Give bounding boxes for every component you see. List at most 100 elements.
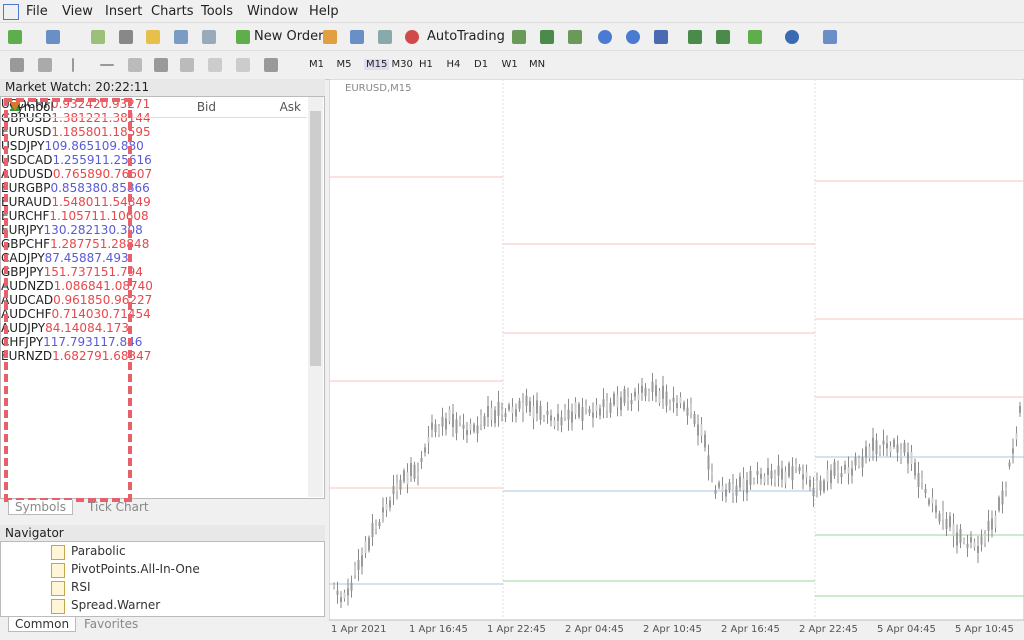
- icon[interactable]: [72, 58, 74, 72]
- timeframe-button[interactable]: W1: [501, 59, 518, 70]
- icon[interactable]: [785, 30, 799, 44]
- timeframe-button[interactable]: M5: [336, 59, 352, 70]
- candle-body: [1001, 490, 1004, 505]
- symbol-row[interactable]: EURAUD1.548011.54849: [1, 102, 324, 209]
- candle-body: [704, 434, 706, 448]
- icon[interactable]: [180, 58, 194, 72]
- icon[interactable]: [236, 30, 250, 44]
- menu-item[interactable]: Help: [309, 4, 339, 19]
- icon[interactable]: [10, 58, 24, 72]
- icon[interactable]: [626, 30, 640, 44]
- icon[interactable]: [568, 30, 582, 44]
- candle-body: [448, 409, 451, 422]
- icon[interactable]: [236, 58, 250, 72]
- candle-body: [371, 523, 374, 537]
- symbol-row[interactable]: GBPUSD1.381221.38144: [1, 102, 324, 125]
- tab[interactable]: Tick Chart: [88, 500, 149, 514]
- symbol-row[interactable]: EURNZD1.682791.68347: [1, 102, 324, 363]
- icon[interactable]: [350, 30, 364, 44]
- menu-item[interactable]: View: [62, 4, 93, 19]
- navigator-item[interactable]: PivotPoints.All-In-One: [71, 562, 200, 576]
- symbol-row[interactable]: CADJPY87.45887.493: [1, 102, 324, 265]
- symbol-row[interactable]: GBPJPY151.737151.794: [1, 102, 324, 279]
- icon[interactable]: [8, 30, 22, 44]
- timeframe-button[interactable]: MN: [529, 59, 546, 70]
- timeframe-button[interactable]: D1: [474, 59, 489, 70]
- navigator-item[interactable]: RSI: [71, 580, 91, 594]
- icon[interactable]: [688, 30, 702, 44]
- app-icon: [3, 4, 19, 20]
- candle-body: [847, 467, 850, 474]
- icon[interactable]: [405, 30, 419, 44]
- icon[interactable]: [748, 30, 762, 44]
- icon[interactable]: [540, 30, 554, 44]
- icon[interactable]: [598, 30, 612, 44]
- icon[interactable]: [146, 30, 160, 44]
- icon[interactable]: [512, 30, 526, 44]
- candle-body: [763, 476, 766, 483]
- symbol-row[interactable]: AUDCHF0.714030.71454: [1, 102, 324, 321]
- menu-item[interactable]: Tools: [201, 4, 234, 19]
- bid: 130.282: [43, 223, 94, 237]
- tab[interactable]: Symbols: [8, 500, 73, 515]
- symbol: GBPCHF: [1, 237, 51, 251]
- symbol-row[interactable]: AUDJPY84.14084.173: [1, 102, 324, 335]
- timeframe-button[interactable]: H1: [419, 59, 433, 70]
- timeframe-button[interactable]: H4: [446, 59, 461, 70]
- symbol-row[interactable]: GBPCHF1.287751.28848: [1, 102, 324, 251]
- menu-item[interactable]: Charts: [151, 4, 194, 19]
- candle-body: [700, 424, 703, 436]
- menu-item[interactable]: Insert: [105, 4, 143, 19]
- scrollbar-thumb[interactable]: [310, 111, 321, 366]
- icon[interactable]: [654, 30, 668, 44]
- icon[interactable]: [128, 58, 142, 72]
- symbol-row[interactable]: AUDUSD0.765890.76607: [1, 102, 324, 181]
- candle-body: [368, 537, 370, 551]
- column-header[interactable]: Bid: [196, 100, 216, 114]
- autotrading-button[interactable]: AutoTrading: [427, 29, 505, 44]
- icon[interactable]: [208, 58, 222, 72]
- navigator-item[interactable]: Parabolic: [71, 544, 126, 558]
- timeframe-button[interactable]: M15: [364, 59, 390, 70]
- column-header[interactable]: Ask: [279, 100, 301, 114]
- symbol-row[interactable]: USDCAD1.255911.25616: [1, 102, 324, 167]
- icon[interactable]: [323, 30, 337, 44]
- icon[interactable]: [100, 64, 114, 66]
- icon[interactable]: [823, 30, 837, 44]
- icon[interactable]: [378, 30, 392, 44]
- navigator-item[interactable]: Spread.Warner: [71, 598, 161, 612]
- menu-item[interactable]: File: [26, 4, 48, 19]
- symbol-row[interactable]: EURUSD1.185801.18595: [1, 102, 324, 139]
- candle-body: [938, 513, 941, 522]
- candle-body: [802, 474, 804, 480]
- menu-item[interactable]: Window: [247, 4, 299, 19]
- bid: 1.68279: [52, 349, 102, 363]
- column-header[interactable]: Symbol: [9, 100, 54, 114]
- new-order-button[interactable]: New Order: [254, 29, 324, 44]
- icon[interactable]: [38, 58, 52, 72]
- icon[interactable]: [91, 30, 105, 44]
- scrollbar[interactable]: [308, 97, 323, 497]
- tab[interactable]: Favorites: [84, 617, 139, 631]
- icon[interactable]: [119, 30, 133, 44]
- icon[interactable]: [174, 30, 188, 44]
- symbol: EURAUD: [1, 195, 52, 209]
- icon[interactable]: [264, 58, 278, 72]
- candle-body: [896, 444, 899, 453]
- icon[interactable]: [154, 58, 168, 72]
- icon[interactable]: [46, 30, 60, 44]
- candle-body: [459, 419, 461, 423]
- timeframe-button[interactable]: M30: [391, 59, 413, 70]
- icon[interactable]: [716, 30, 730, 44]
- candle-body: [816, 480, 818, 490]
- candle-body: [879, 449, 881, 452]
- candle-body: [462, 424, 465, 429]
- candle-body: [725, 489, 727, 497]
- candle-body: [578, 404, 580, 417]
- icon[interactable]: [202, 30, 216, 44]
- candle-body: [515, 409, 517, 417]
- tab[interactable]: Common: [8, 617, 77, 632]
- toolbar-main: New Order AutoTrading: [0, 22, 1024, 51]
- timeframe-button[interactable]: M1: [309, 59, 324, 70]
- candle-body: [613, 393, 615, 405]
